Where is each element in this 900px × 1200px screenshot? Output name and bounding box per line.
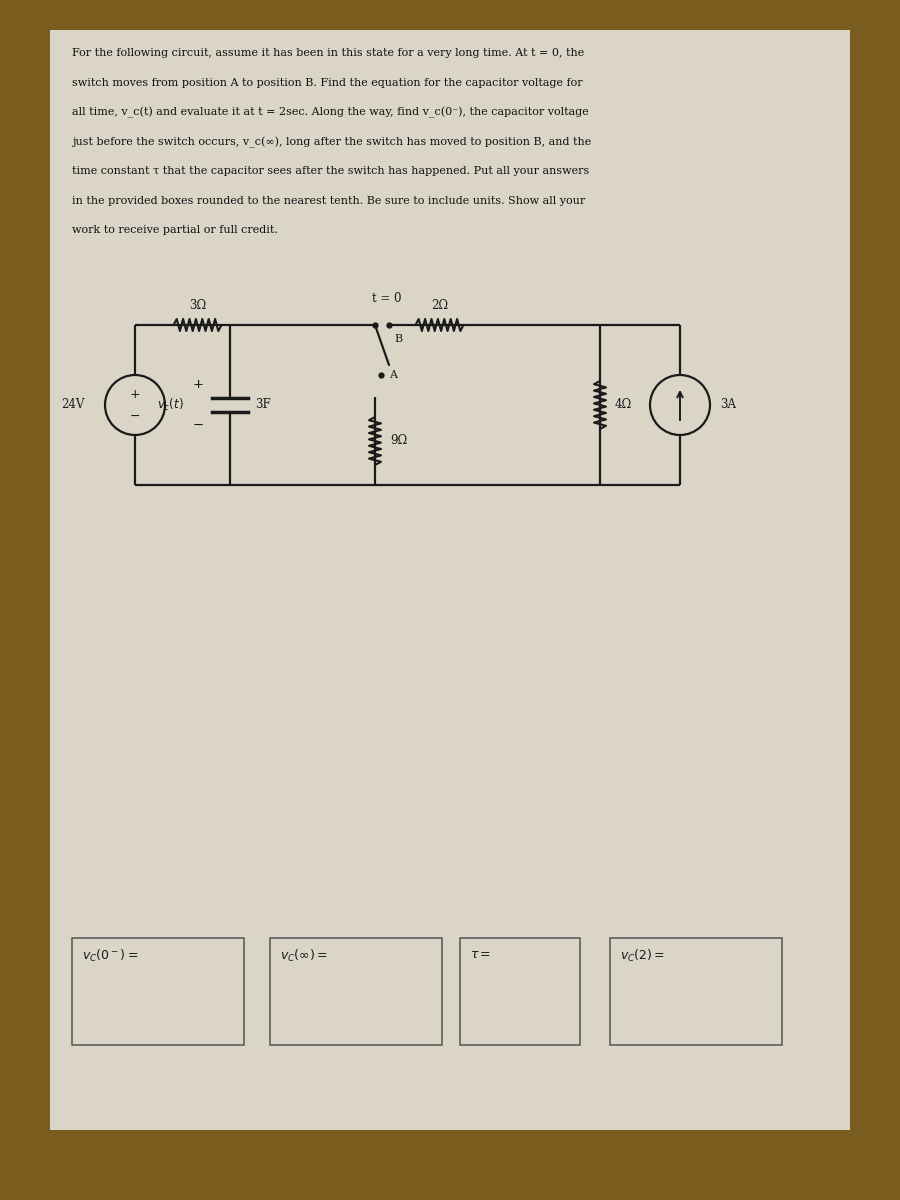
FancyBboxPatch shape [72, 938, 244, 1045]
Text: switch moves from position A to position B. Find the equation for the capacitor : switch moves from position A to position… [72, 78, 582, 88]
Text: For the following circuit, assume it has been in this state for a very long time: For the following circuit, assume it has… [72, 48, 584, 58]
Text: +: + [193, 378, 203, 391]
Text: +: + [130, 388, 140, 401]
Text: A: A [389, 370, 397, 380]
Text: 2Ω: 2Ω [431, 299, 448, 312]
Text: in the provided boxes rounded to the nearest tenth. Be sure to include units. Sh: in the provided boxes rounded to the nea… [72, 196, 585, 205]
FancyBboxPatch shape [270, 938, 442, 1045]
Text: 3F: 3F [255, 398, 271, 412]
Text: $v_C(2)=$: $v_C(2)=$ [620, 948, 665, 964]
Text: $v_C(0^-)=$: $v_C(0^-)=$ [82, 948, 139, 964]
Text: $v_C(\infty)=$: $v_C(\infty)=$ [280, 948, 328, 964]
Text: $v_c(t)$: $v_c(t)$ [157, 397, 184, 413]
Text: time constant τ that the capacitor sees after the switch has happened. Put all y: time constant τ that the capacitor sees … [72, 166, 590, 176]
FancyBboxPatch shape [610, 938, 782, 1045]
Text: −: − [193, 419, 203, 432]
Text: just before the switch occurs, v_c(∞), long after the switch has moved to positi: just before the switch occurs, v_c(∞), l… [72, 137, 591, 148]
Text: work to receive partial or full credit.: work to receive partial or full credit. [72, 226, 278, 235]
Text: B: B [394, 334, 402, 344]
Text: $\tau =$: $\tau =$ [470, 948, 491, 961]
Text: 3Ω: 3Ω [189, 299, 206, 312]
Text: 24V: 24V [61, 398, 85, 412]
Text: 4Ω: 4Ω [615, 398, 632, 412]
FancyBboxPatch shape [50, 30, 850, 1130]
Text: 3A: 3A [720, 398, 736, 412]
Text: t = 0: t = 0 [373, 292, 401, 305]
Text: all time, v_c(t) and evaluate it at t = 2sec. Along the way, find v_c(0⁻), the c: all time, v_c(t) and evaluate it at t = … [72, 107, 589, 119]
Text: −: − [130, 409, 140, 422]
FancyBboxPatch shape [460, 938, 580, 1045]
Text: 9Ω: 9Ω [390, 434, 407, 448]
